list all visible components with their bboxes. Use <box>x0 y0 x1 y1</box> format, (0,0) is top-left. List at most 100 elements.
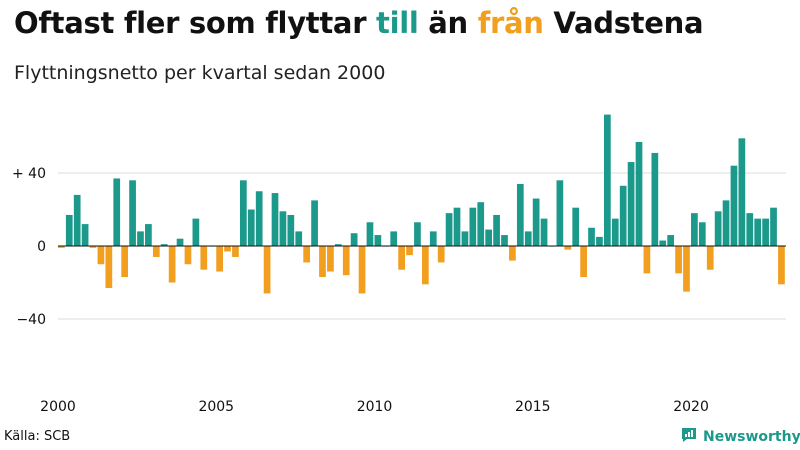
bar <box>643 246 651 274</box>
bar <box>651 152 659 247</box>
y-tick-label: + 40 <box>12 166 46 182</box>
bar <box>414 222 421 246</box>
bar <box>390 231 398 246</box>
bar <box>706 246 714 270</box>
bar <box>445 213 453 246</box>
bar <box>232 246 239 257</box>
x-tick-label: 2005 <box>198 399 234 415</box>
bar <box>192 218 200 247</box>
bar <box>683 246 690 292</box>
bar <box>145 224 152 246</box>
bar <box>714 211 722 246</box>
tick-labels: + 40 0 −40 2000 2005 2010 2015 2020 <box>12 166 709 415</box>
bar <box>746 213 754 246</box>
bar <box>137 231 144 246</box>
bar <box>311 200 318 247</box>
bar <box>216 246 223 272</box>
title-positive-word: till <box>376 6 419 40</box>
bar <box>540 218 548 247</box>
bar <box>572 207 580 246</box>
bar <box>89 246 97 248</box>
bar <box>485 229 493 246</box>
bar <box>532 198 540 246</box>
brand-logo[interactable]: Newsworthy <box>680 426 800 448</box>
bar <box>675 246 682 274</box>
bar <box>113 178 121 246</box>
bar <box>762 218 769 247</box>
title-part-2: Vadstena <box>543 6 704 40</box>
x-tick-label: 2020 <box>673 399 709 415</box>
bar <box>596 236 603 247</box>
bar <box>501 235 508 246</box>
bar <box>738 138 746 246</box>
bar <box>176 238 184 246</box>
y-tick-label: −40 <box>16 312 46 328</box>
bar <box>160 244 168 246</box>
bar <box>509 246 516 261</box>
bar <box>358 246 366 294</box>
bar <box>65 214 73 246</box>
bar <box>152 246 160 257</box>
bar <box>342 246 350 276</box>
bar <box>691 213 698 246</box>
title-part-1: Oftast fler som flyttar <box>14 6 376 40</box>
bar <box>580 246 587 278</box>
bar <box>627 162 635 246</box>
bar <box>635 141 643 246</box>
bar <box>453 207 461 246</box>
bar <box>422 246 429 285</box>
y-tick-label: 0 <box>37 239 46 255</box>
bar <box>240 180 247 246</box>
bar <box>667 235 675 246</box>
bar <box>374 235 382 246</box>
chart-subtitle: Flyttningsnetto per kvartal sedan 2000 <box>14 62 386 84</box>
bar <box>604 114 611 246</box>
bar <box>121 246 129 278</box>
title-negative-word: från <box>477 6 544 40</box>
newsworthy-icon <box>680 426 698 448</box>
bar <box>556 180 564 246</box>
bar <box>406 246 413 256</box>
x-tick-label: 2015 <box>515 399 551 415</box>
bar <box>611 218 619 247</box>
bar <box>770 207 777 246</box>
chart-title: Oftast fler som flyttar till än från Vad… <box>14 6 704 40</box>
brand-name: Newsworthy <box>703 429 800 445</box>
bar <box>105 246 113 288</box>
bar <box>168 246 176 283</box>
bar <box>263 246 271 294</box>
bar <box>778 246 785 285</box>
bar <box>58 246 65 248</box>
grid-lines <box>58 172 786 320</box>
bar <box>516 183 524 246</box>
bar <box>97 246 105 265</box>
bar <box>350 233 358 246</box>
x-tick-label: 2000 <box>40 399 76 415</box>
bar <box>429 231 437 246</box>
bar <box>493 214 500 246</box>
bar <box>334 244 342 246</box>
bar <box>200 246 208 270</box>
bar <box>659 240 667 246</box>
bar <box>619 185 627 247</box>
bar <box>730 165 738 246</box>
x-tick-label: 2010 <box>357 399 393 415</box>
bars <box>58 114 785 294</box>
bar <box>255 191 263 246</box>
bar <box>224 246 231 252</box>
bar <box>722 200 730 247</box>
bar <box>319 246 326 278</box>
bar <box>698 222 706 246</box>
bar <box>588 227 595 246</box>
bar <box>303 246 311 263</box>
bar <box>398 246 405 270</box>
bar <box>271 193 279 246</box>
bar <box>295 231 303 246</box>
bar <box>247 209 255 246</box>
bar <box>754 218 762 247</box>
bar <box>73 194 81 246</box>
bar <box>129 180 136 246</box>
bar <box>81 224 89 246</box>
bar <box>524 231 532 246</box>
